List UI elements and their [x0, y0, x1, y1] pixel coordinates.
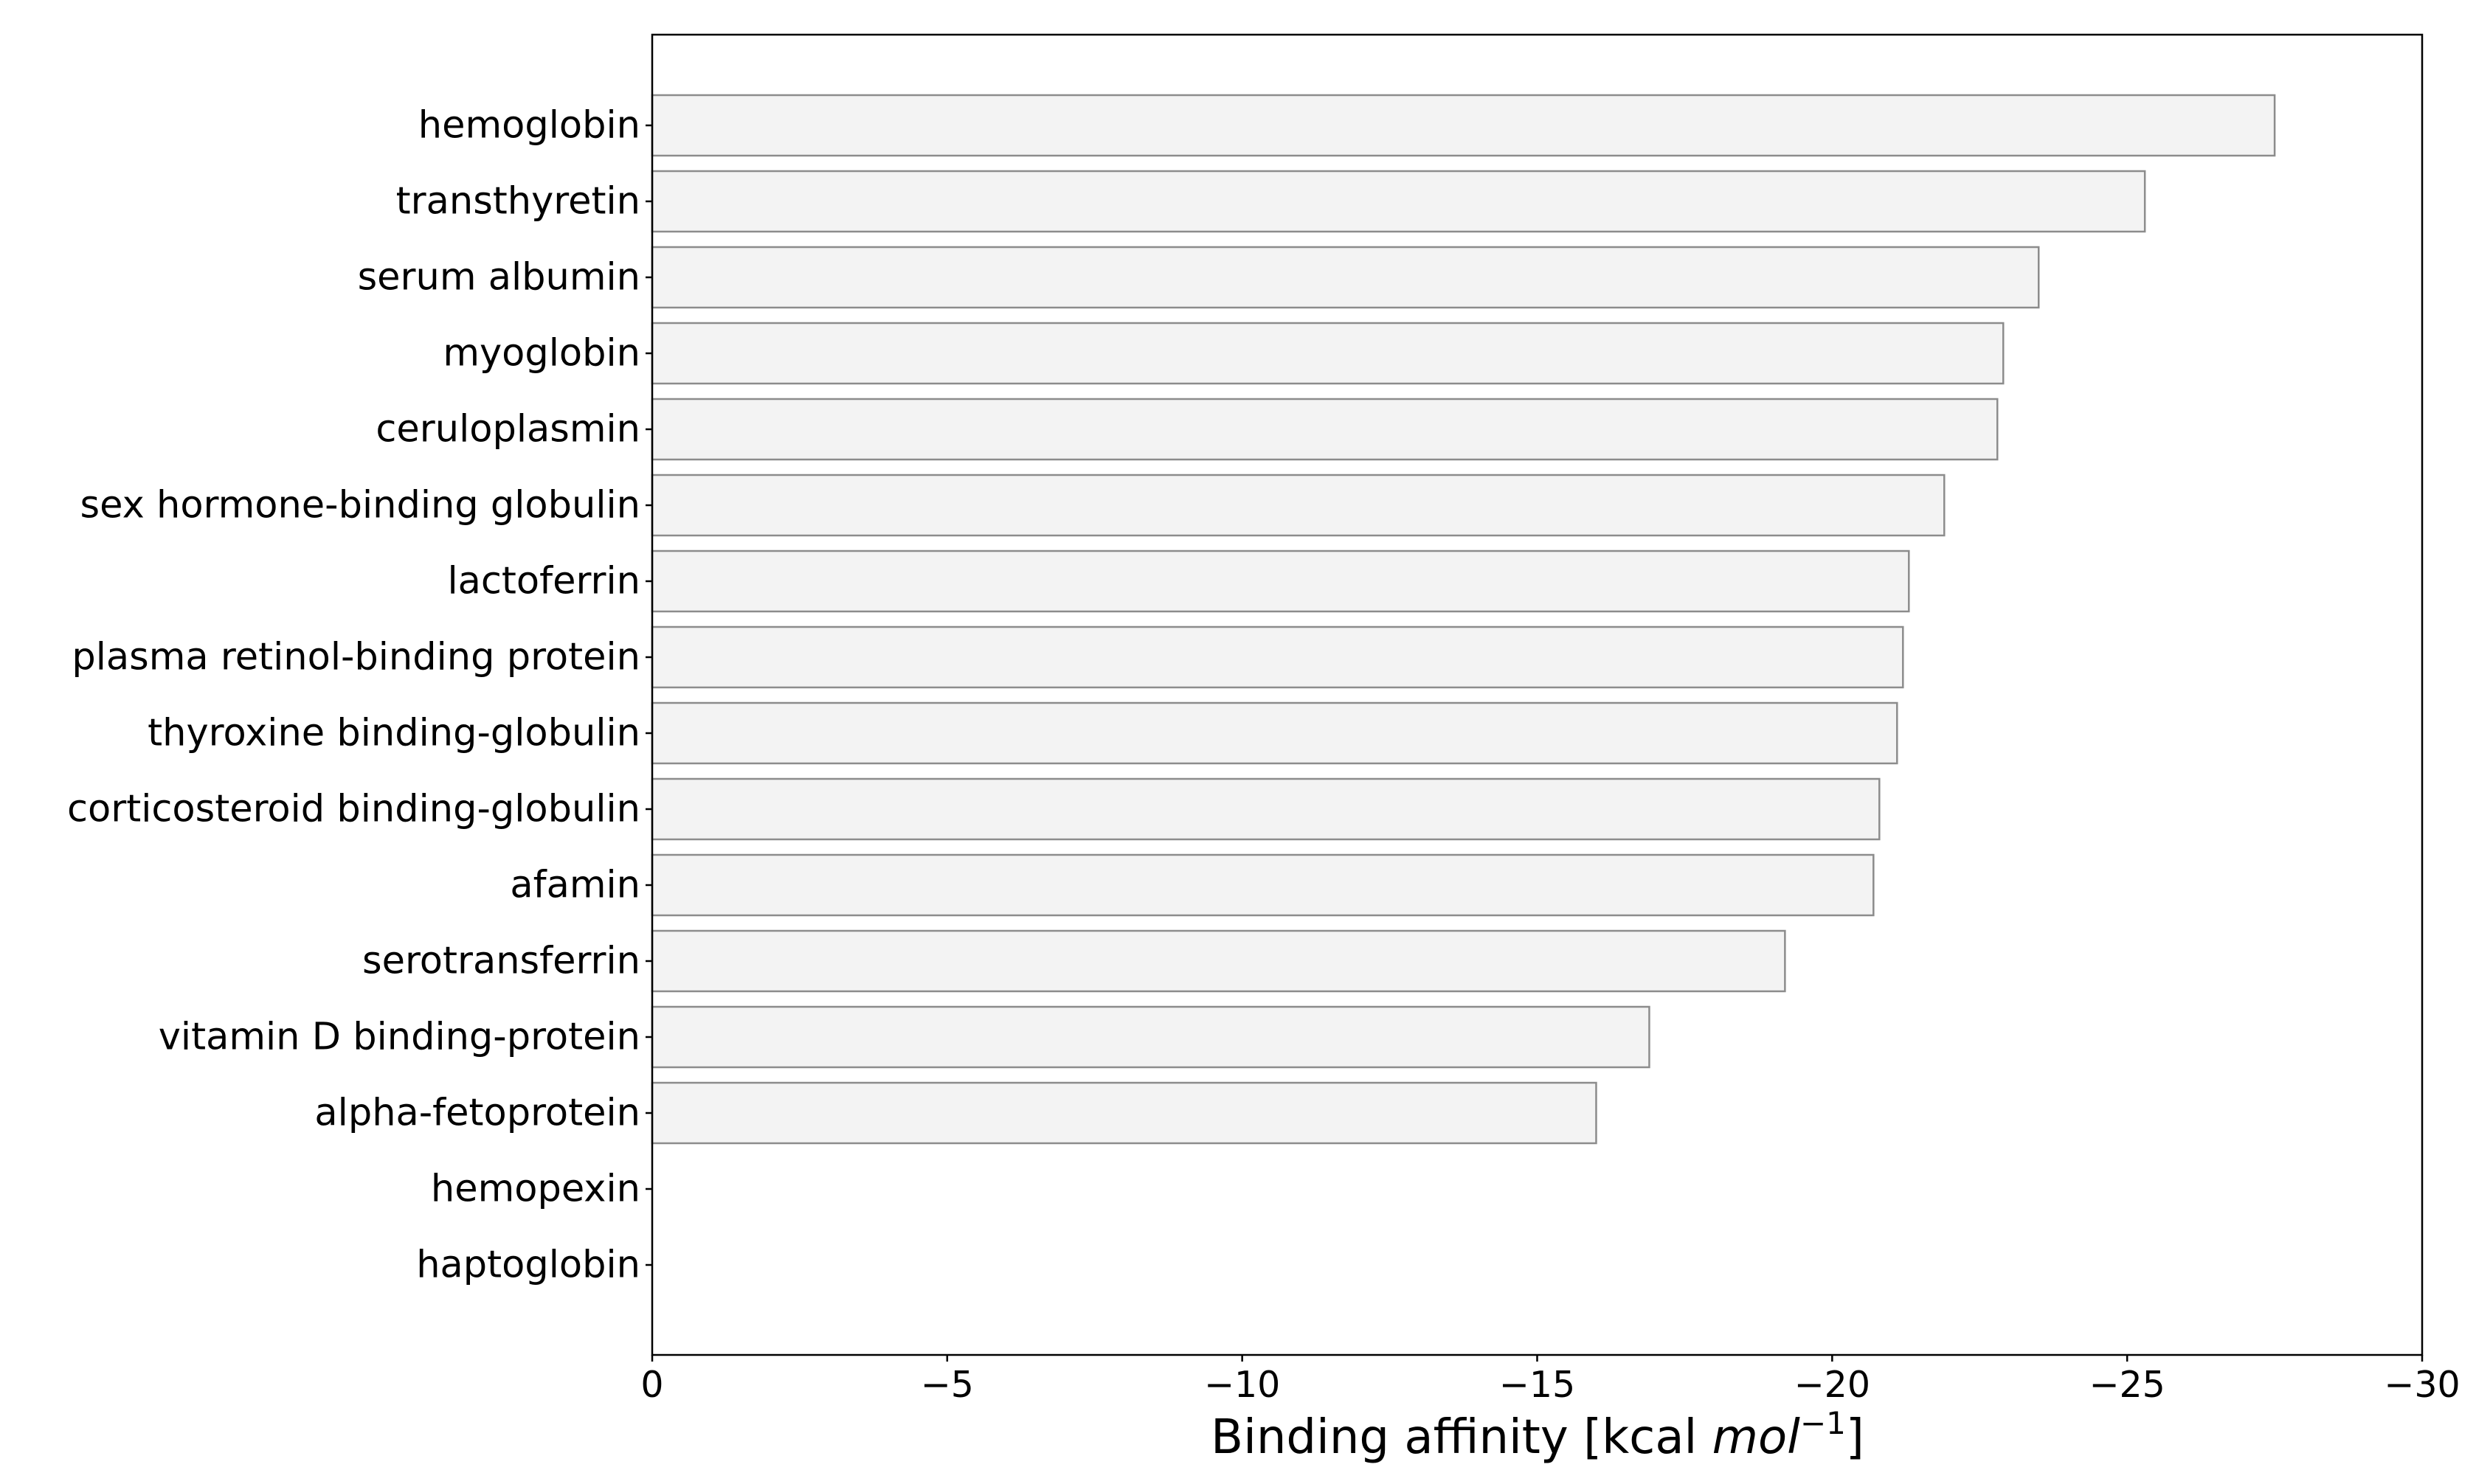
- bar-3: [651, 322, 2005, 385]
- category-label-15: haptoglobin: [416, 1244, 640, 1287]
- y-axis: hemoglobin transthyretin serum albumin myog…: [67, 104, 652, 1287]
- category-label-7: plasma retinol-binding protein: [72, 636, 640, 679]
- x-axis-title-unit: mol: [1712, 1410, 1801, 1465]
- bar-11: [651, 929, 1786, 993]
- x-tick-label-1: −5: [921, 1364, 974, 1406]
- x-axis-title-close: ]: [1846, 1410, 1864, 1465]
- category-label-10: afamin: [510, 864, 640, 907]
- plot-frame: [651, 33, 2424, 1356]
- x-axis-title-main: Binding affinity [kcal: [1211, 1410, 1712, 1465]
- bars-layer: [651, 94, 2276, 1145]
- x-tick-label-0: 0: [640, 1364, 663, 1406]
- bar-1: [651, 170, 2146, 233]
- bar-8: [651, 701, 1898, 765]
- category-label-3: myoglobin: [443, 332, 640, 375]
- category-label-11: serotransferrin: [362, 940, 640, 983]
- bar-7: [651, 625, 1904, 689]
- x-tick-label-3: −15: [1499, 1364, 1575, 1406]
- x-tick-label-4: −20: [1794, 1364, 1870, 1406]
- x-axis-title-exponent: −1: [1800, 1405, 1846, 1441]
- category-label-6: lactoferrin: [447, 560, 640, 603]
- category-label-13: alpha-fetoprotein: [314, 1092, 640, 1135]
- category-label-0: hemoglobin: [418, 104, 640, 148]
- bar-0: [651, 94, 2276, 157]
- bar-6: [651, 549, 1910, 613]
- x-tick-label-2: −10: [1204, 1364, 1280, 1406]
- category-label-14: hemopexin: [431, 1168, 640, 1211]
- bar-12: [651, 1005, 1650, 1069]
- bar-2: [651, 246, 2040, 309]
- x-axis-title: Binding affinity [kcal mol−1]: [1211, 1405, 1864, 1465]
- x-tick-label-5: −25: [2089, 1364, 2165, 1406]
- bar-13: [651, 1081, 1597, 1145]
- category-label-8: thyroxine binding-globulin: [148, 712, 640, 755]
- category-label-4: ceruloplasmin: [376, 408, 640, 451]
- category-label-9: corticosteroid binding-globulin: [67, 788, 640, 831]
- bar-5: [651, 474, 1946, 537]
- category-label-2: serum albumin: [358, 256, 640, 299]
- bar-9: [651, 777, 1881, 841]
- x-tick-label-6: −30: [2384, 1364, 2460, 1406]
- bar-10: [651, 853, 1875, 917]
- category-label-5: sex hormone-binding globulin: [80, 484, 640, 527]
- x-axis: 0 −5 −10 −15 −20 −25 −30: [640, 1355, 2461, 1406]
- category-label-1: transthyretin: [396, 180, 640, 223]
- bar-4: [651, 398, 1999, 461]
- category-label-12: vitamin D binding-protein: [159, 1016, 640, 1059]
